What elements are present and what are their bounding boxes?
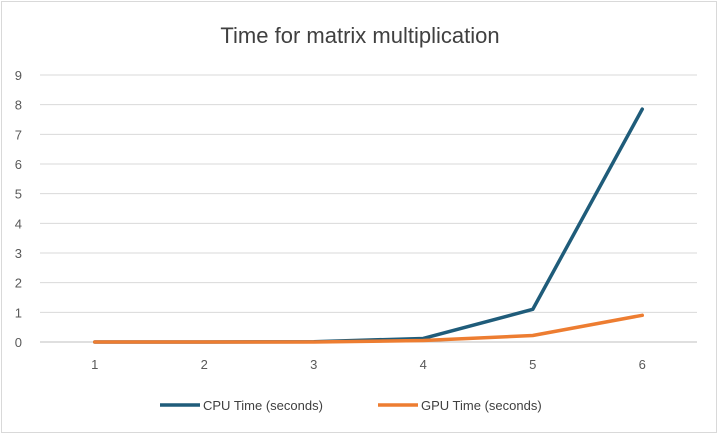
legend-label-gpu: GPU Time (seconds)	[421, 398, 542, 413]
x-axis-ticks: 1 2 3 4 5 6	[91, 357, 646, 372]
y-tick-label-0: 0	[15, 335, 22, 350]
y-axis-ticks: 0 1 2 3 4 5 6 7 8 9	[15, 68, 22, 350]
chart-title: Time for matrix multiplication	[220, 23, 499, 48]
y-tick-label-6: 6	[15, 157, 22, 172]
y-tick-label-9: 9	[15, 68, 22, 83]
x-tick-label-1: 1	[91, 357, 98, 372]
x-tick-label-4: 4	[420, 357, 427, 372]
legend-label-cpu: CPU Time (seconds)	[203, 398, 323, 413]
y-tick-label-5: 5	[15, 187, 22, 202]
y-tick-label-1: 1	[15, 305, 22, 320]
y-tick-label-7: 7	[15, 127, 22, 142]
x-tick-label-2: 2	[201, 357, 208, 372]
y-tick-label-3: 3	[15, 246, 22, 261]
series-line-cpu	[93, 107, 644, 344]
series-lines	[93, 107, 644, 344]
x-tick-label-5: 5	[529, 357, 536, 372]
y-tick-label-2: 2	[15, 276, 22, 291]
x-tick-label-3: 3	[310, 357, 317, 372]
y-tick-label-4: 4	[15, 216, 22, 231]
gridlines	[40, 74, 697, 343]
y-tick-label-8: 8	[15, 98, 22, 113]
legend: CPU Time (seconds) GPU Time (seconds)	[160, 398, 542, 413]
x-tick-label-6: 6	[639, 357, 646, 372]
series-line-gpu	[93, 313, 644, 344]
